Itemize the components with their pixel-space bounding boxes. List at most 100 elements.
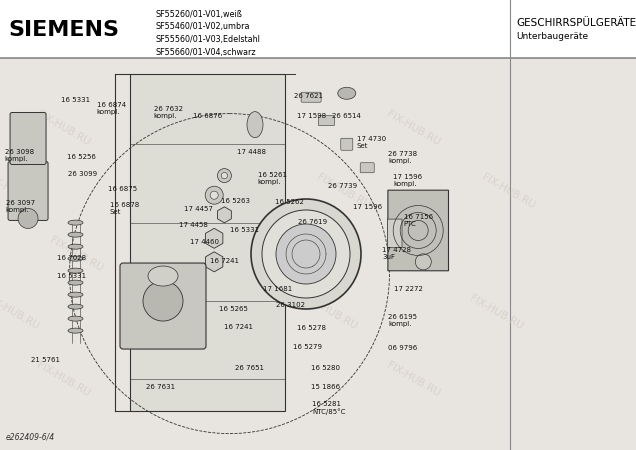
FancyBboxPatch shape bbox=[388, 190, 448, 271]
Text: FIX-HUB.RU: FIX-HUB.RU bbox=[35, 109, 92, 148]
Text: 26 3097
kompl.: 26 3097 kompl. bbox=[6, 200, 35, 213]
Text: 16 6874
kompl.: 16 6874 kompl. bbox=[97, 103, 126, 116]
Ellipse shape bbox=[148, 266, 178, 286]
Ellipse shape bbox=[68, 316, 83, 321]
Circle shape bbox=[262, 210, 350, 298]
Text: Unterbaugeräte: Unterbaugeräte bbox=[516, 32, 588, 41]
Text: 16 6876: 16 6876 bbox=[193, 113, 223, 119]
FancyBboxPatch shape bbox=[319, 116, 335, 126]
Text: 06 9796: 06 9796 bbox=[388, 345, 417, 351]
Text: 26 7651: 26 7651 bbox=[235, 364, 265, 371]
Text: 17 4458: 17 4458 bbox=[179, 221, 208, 228]
Ellipse shape bbox=[68, 220, 83, 225]
Text: FIX-HUB.RU: FIX-HUB.RU bbox=[391, 235, 448, 273]
Circle shape bbox=[205, 186, 223, 204]
Text: FIX-HUB.RU: FIX-HUB.RU bbox=[315, 172, 372, 211]
Text: FIX-HUB.RU: FIX-HUB.RU bbox=[480, 172, 537, 211]
Text: 16 5331: 16 5331 bbox=[230, 228, 259, 234]
FancyBboxPatch shape bbox=[341, 138, 353, 150]
Ellipse shape bbox=[68, 292, 83, 297]
Text: FIX-HUB.RU: FIX-HUB.RU bbox=[149, 172, 207, 211]
Ellipse shape bbox=[68, 280, 83, 285]
Polygon shape bbox=[205, 228, 223, 248]
Ellipse shape bbox=[68, 256, 83, 261]
Text: 16 6875: 16 6875 bbox=[108, 186, 137, 192]
Text: FIX-HUB.RU: FIX-HUB.RU bbox=[48, 235, 105, 273]
Text: 26 7738
kompl.: 26 7738 kompl. bbox=[389, 151, 417, 164]
FancyBboxPatch shape bbox=[301, 92, 321, 102]
Text: GESCHIRRSPÜLGERÄTE: GESCHIRRSPÜLGERÄTE bbox=[516, 18, 636, 28]
Text: 16 5331: 16 5331 bbox=[61, 97, 90, 104]
Text: 16 5279: 16 5279 bbox=[293, 344, 322, 350]
Text: 26 3102: 26 3102 bbox=[276, 302, 305, 308]
Text: FIX-HUB.RU: FIX-HUB.RU bbox=[226, 235, 283, 273]
FancyBboxPatch shape bbox=[10, 112, 46, 165]
Text: FIX-HUB.RU: FIX-HUB.RU bbox=[149, 293, 207, 332]
Text: FIX-HUB.RU: FIX-HUB.RU bbox=[0, 172, 41, 211]
Text: 17 4488: 17 4488 bbox=[237, 149, 266, 155]
Text: 16 5331: 16 5331 bbox=[57, 273, 86, 279]
Text: FIX-HUB.RU: FIX-HUB.RU bbox=[302, 293, 359, 332]
Text: 16 5280: 16 5280 bbox=[311, 364, 340, 371]
Circle shape bbox=[143, 281, 183, 321]
Polygon shape bbox=[218, 207, 232, 223]
Text: 17 4730
Set: 17 4730 Set bbox=[357, 136, 386, 149]
Text: 16 5262: 16 5262 bbox=[275, 199, 304, 205]
Text: 17 4460: 17 4460 bbox=[190, 239, 219, 245]
Text: 16 7156
PTC: 16 7156 PTC bbox=[404, 214, 432, 227]
Ellipse shape bbox=[247, 112, 263, 138]
Text: 26 6514: 26 6514 bbox=[333, 113, 361, 119]
Text: 16 5278: 16 5278 bbox=[296, 325, 326, 332]
Text: SF55260/01-V01,weiß
SF55460/01-V02,umbra
SF55560/01-V03,Edelstahl
SF55660/01-V04: SF55260/01-V01,weiß SF55460/01-V02,umbra… bbox=[155, 10, 260, 57]
Text: 17 1681: 17 1681 bbox=[263, 286, 293, 292]
Circle shape bbox=[210, 191, 218, 199]
Text: 15 1866: 15 1866 bbox=[311, 384, 340, 390]
Text: 26 7632
kompl.: 26 7632 kompl. bbox=[154, 106, 183, 119]
Ellipse shape bbox=[68, 268, 83, 273]
Text: 17 1598: 17 1598 bbox=[296, 113, 326, 119]
Ellipse shape bbox=[68, 232, 83, 237]
Circle shape bbox=[251, 199, 361, 309]
Circle shape bbox=[221, 172, 228, 179]
Text: 17 1596
kompl.: 17 1596 kompl. bbox=[394, 174, 422, 187]
Text: 17 4457: 17 4457 bbox=[184, 206, 213, 212]
Polygon shape bbox=[130, 74, 285, 411]
Ellipse shape bbox=[338, 87, 356, 99]
Text: FIX-HUB.RU: FIX-HUB.RU bbox=[213, 360, 270, 399]
Text: 26 6195
kompl.: 26 6195 kompl. bbox=[389, 314, 417, 327]
Text: 16 5265: 16 5265 bbox=[219, 306, 248, 312]
FancyBboxPatch shape bbox=[120, 263, 206, 349]
Circle shape bbox=[415, 254, 431, 270]
Text: 16 5261
kompl.: 16 5261 kompl. bbox=[258, 172, 287, 185]
Text: 16 5281
NTC/85°C: 16 5281 NTC/85°C bbox=[312, 401, 345, 414]
Polygon shape bbox=[205, 252, 223, 272]
Text: FIX-HUB.RU: FIX-HUB.RU bbox=[467, 293, 525, 332]
Text: 26 7619: 26 7619 bbox=[298, 219, 327, 225]
Text: 16 5263: 16 5263 bbox=[221, 198, 250, 204]
Text: SIEMENS: SIEMENS bbox=[8, 20, 119, 40]
FancyBboxPatch shape bbox=[387, 219, 402, 248]
Text: 26 3099: 26 3099 bbox=[68, 171, 97, 177]
Text: 26 3098
kompl.: 26 3098 kompl. bbox=[5, 149, 34, 162]
Text: 26 7631: 26 7631 bbox=[146, 384, 175, 390]
Text: 17 1596: 17 1596 bbox=[352, 204, 382, 210]
Text: FIX-HUB.RU: FIX-HUB.RU bbox=[35, 360, 92, 399]
Text: 16 7241: 16 7241 bbox=[224, 324, 253, 329]
Text: 16 7241: 16 7241 bbox=[210, 258, 239, 264]
Text: FIX-HUB.RU: FIX-HUB.RU bbox=[385, 109, 442, 148]
FancyBboxPatch shape bbox=[360, 163, 374, 173]
Circle shape bbox=[218, 169, 232, 183]
Ellipse shape bbox=[68, 304, 83, 309]
Text: 17 4728
3uF: 17 4728 3uF bbox=[382, 247, 411, 260]
Ellipse shape bbox=[68, 244, 83, 249]
Text: 17 2272: 17 2272 bbox=[394, 286, 422, 292]
Text: 16 7028: 16 7028 bbox=[57, 255, 86, 261]
Text: e262409-6/4: e262409-6/4 bbox=[6, 433, 55, 442]
Text: 26 7739: 26 7739 bbox=[328, 183, 357, 189]
Text: FIX-HUB.RU: FIX-HUB.RU bbox=[0, 293, 41, 332]
Bar bbox=[0, 0, 636, 58]
Text: 21 5761: 21 5761 bbox=[31, 357, 60, 363]
Circle shape bbox=[276, 224, 336, 284]
FancyBboxPatch shape bbox=[8, 162, 48, 220]
Text: FIX-HUB.RU: FIX-HUB.RU bbox=[385, 360, 442, 399]
